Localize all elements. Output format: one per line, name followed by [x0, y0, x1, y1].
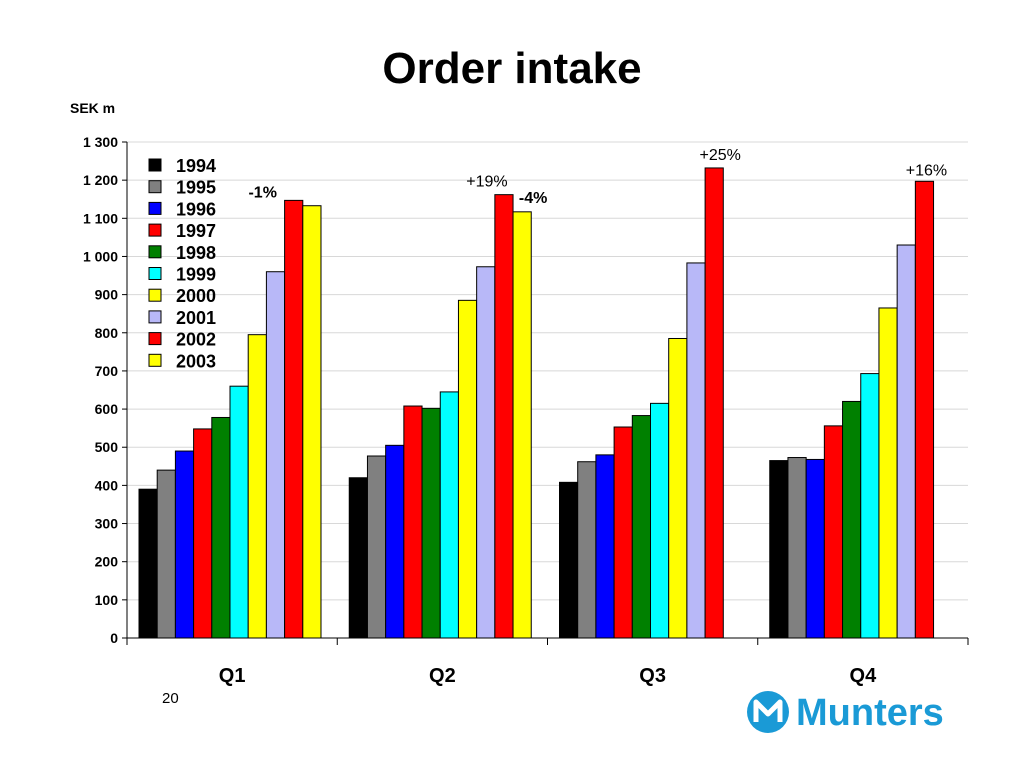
x-tick-label-Q1: Q1: [219, 665, 246, 687]
bar-1995-Q4: [787, 457, 807, 639]
bar-1998-Q3: [631, 415, 651, 639]
y-tick-label: 1 100: [83, 210, 118, 226]
bar-2001-Q3: [686, 262, 706, 639]
bar-1999-Q2: [439, 391, 459, 639]
bar-2000-Q2: [457, 299, 478, 639]
y-tick-label: 100: [95, 592, 119, 608]
y-tick-label: 600: [95, 401, 119, 417]
bar-2003-Q1: [302, 205, 322, 639]
munters-m-icon: [747, 691, 789, 733]
x-tick-label-Q4: Q4: [850, 665, 878, 687]
bar-1998-Q4: [842, 400, 862, 639]
legend-label-2002: 2002: [176, 330, 216, 350]
bar-1996-Q1: [174, 450, 195, 639]
legend-label-1996: 1996: [176, 199, 216, 219]
bar-1994-Q2: [348, 477, 368, 639]
bar-1996-Q2: [385, 444, 405, 639]
legend-label-1994: 1994: [176, 156, 216, 176]
legend-swatch-2000: [148, 288, 162, 302]
y-tick-label: 400: [95, 477, 119, 493]
bar-1996-Q4: [805, 458, 825, 639]
y-tick-label: 500: [95, 439, 119, 455]
bar-2003-Q2: [512, 211, 532, 639]
bar-2000-Q3: [668, 337, 688, 639]
annotation-Q3-2002: +25%: [700, 147, 741, 164]
brand-wordmark: Munters: [796, 692, 944, 734]
x-tick-label-Q3: Q3: [639, 665, 666, 687]
bar-2002-Q3: [704, 167, 724, 639]
bar-1997-Q2: [403, 405, 423, 639]
annotation-Q2-2002: +19%: [466, 174, 507, 191]
y-tick-label: 1 200: [83, 172, 118, 188]
legend-label-1999: 1999: [176, 265, 216, 285]
bar-1997-Q4: [823, 425, 844, 639]
legend-swatch-1995: [148, 180, 162, 194]
bar-1994-Q4: [769, 460, 789, 639]
y-tick-label: 200: [95, 554, 119, 570]
annotation-Q4-2002: +16%: [906, 162, 947, 179]
y-tick-label: 1 300: [83, 134, 118, 150]
annotation-Q2-2003: -4%: [519, 190, 547, 207]
bar-1999-Q3: [650, 402, 670, 639]
bar-2001-Q2: [476, 266, 496, 639]
y-tick-label: 0: [110, 630, 118, 646]
bar-1998-Q1: [211, 416, 231, 639]
legend-label-2003: 2003: [176, 351, 216, 371]
slide-title: Order intake: [382, 44, 642, 93]
bar-1999-Q1: [229, 385, 249, 639]
legend-label-1997: 1997: [176, 221, 216, 241]
bar-2000-Q4: [878, 307, 898, 639]
annotation-Q1-2002: -1%: [248, 184, 276, 201]
munters-logo: Munters: [747, 691, 944, 734]
bar-2001-Q4: [896, 244, 916, 639]
legend-label-1998: 1998: [176, 243, 216, 263]
bar-2000-Q1: [247, 334, 267, 639]
y-axis-label: SEK m: [70, 100, 115, 116]
legend-label-2000: 2000: [176, 286, 216, 306]
bar-1995-Q1: [156, 469, 176, 639]
bar-1997-Q3: [613, 426, 633, 639]
legend-swatch-2001: [148, 310, 162, 324]
y-tick-label: 700: [95, 363, 119, 379]
y-tick-label: 1 000: [83, 248, 118, 264]
legend-label-1995: 1995: [176, 178, 216, 198]
legend-swatch-1996: [148, 201, 162, 215]
legend-swatch-1994: [148, 158, 162, 172]
y-tick-label: 300: [95, 516, 119, 532]
bar-1995-Q2: [366, 455, 387, 639]
bar-2001-Q1: [265, 271, 286, 639]
bar-2002-Q1: [284, 199, 304, 639]
legend-label-2001: 2001: [176, 308, 216, 328]
x-tick-label-Q2: Q2: [429, 665, 456, 687]
y-tick-label: 800: [95, 325, 119, 341]
legend-swatch-1999: [148, 267, 162, 280]
bar-2002-Q2: [494, 194, 514, 639]
bar-2002-Q4: [914, 180, 935, 639]
page-number: 20: [162, 690, 179, 707]
bar-1994-Q3: [559, 481, 579, 639]
legend-swatch-1997: [148, 223, 162, 237]
y-tick-label: 900: [95, 287, 119, 303]
legend-swatch-2002: [148, 332, 162, 346]
legend-swatch-2003: [148, 353, 162, 367]
bar-1998-Q2: [421, 407, 441, 639]
bar-1996-Q3: [595, 454, 615, 639]
legend-swatch-1998: [148, 245, 162, 259]
bar-1994-Q1: [138, 488, 158, 639]
bar-1999-Q4: [860, 373, 880, 639]
bar-1997-Q1: [193, 428, 213, 639]
bar-1995-Q3: [577, 461, 597, 639]
